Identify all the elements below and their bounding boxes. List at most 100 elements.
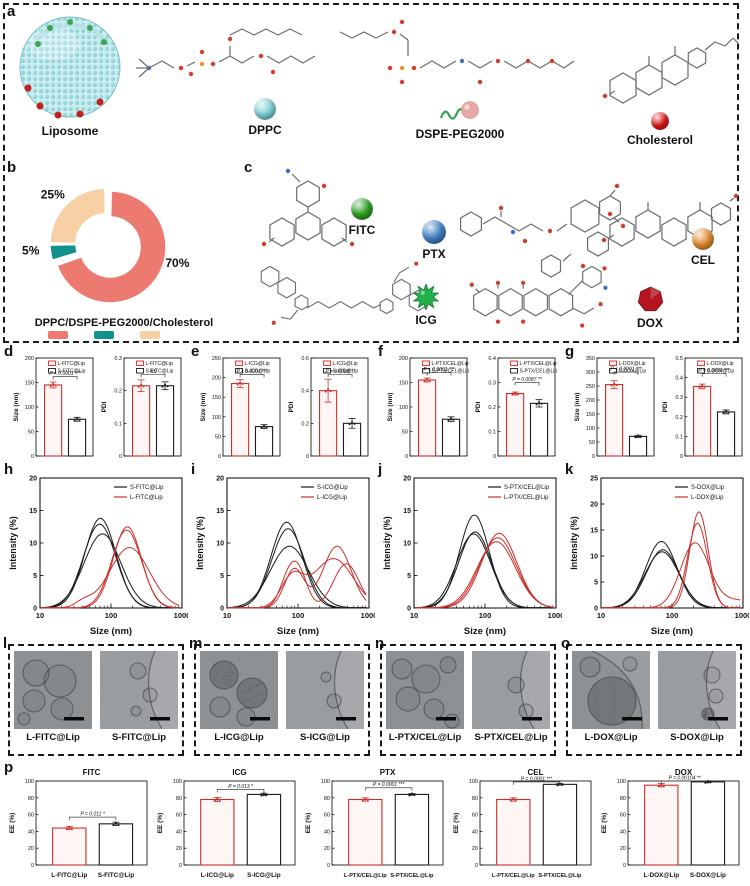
dppc-label: DPPC [248,123,282,137]
svg-text:100: 100 [666,611,679,620]
tem-figure: L-ICG@Lip [200,651,278,754]
tem-image-s-fitc [100,651,178,729]
dox-heptagon-icon [637,286,663,312]
svg-text:100: 100 [617,779,626,785]
svg-text:P = 0.0003 ***: P = 0.0003 *** [698,368,730,374]
svg-text:L-ICG@Lip: L-ICG@Lip [333,361,358,367]
legend-swatch-dppc [48,331,68,339]
chart-d-size: 0 50 100 150 200 Size (nm) L-FITC@Lip S-FITC@Li… [13,356,94,460]
svg-text:60: 60 [472,813,478,819]
fitc-label: FITC [348,223,376,237]
panel-letter-n: n [375,635,385,652]
svg-text:Size (nm): Size (nm) [464,626,506,637]
svg-text:20: 20 [403,476,411,483]
svg-text:0.4: 0.4 [488,356,496,362]
svg-text:Size (nm): Size (nm) [574,393,581,422]
svg-text:10: 10 [597,611,605,620]
svg-text:5: 5 [407,573,411,580]
cholesterol-label: Cholesterol [626,133,693,147]
svg-text:25: 25 [590,476,598,483]
svg-text:S-FITC@Lip: S-FITC@Lip [146,369,174,375]
chart-e-size: 0 50 100 150 200 250 Size (nm) L-ICG@Lip S-ICG@L… [200,356,281,460]
tem-image-l-icg [200,651,278,729]
cel-label: CEL [691,253,715,267]
svg-text:60: 60 [620,813,626,819]
svg-text:S-DOX@Lip: S-DOX@Lip [707,369,735,375]
svg-text:0: 0 [119,454,122,460]
chart-p-cel-ee: 0 20 40 60 80 100 EE (%) L-PTX/CEL@Lip S-PTX/CEL… [453,768,592,879]
svg-text:L-FITC@Lip: L-FITC@Lip [130,495,163,501]
tem-image-s-ptx-cel [472,651,550,729]
donut-legend [48,331,160,339]
dppc-structure [136,28,316,78]
svg-text:10: 10 [410,611,418,620]
svg-text:10: 10 [36,611,44,620]
svg-text:0.2: 0.2 [675,415,683,421]
svg-text:0: 0 [592,454,595,460]
svg-text:20: 20 [29,476,37,483]
dppc-sphere-icon [254,98,276,120]
icg-structure [260,261,428,325]
svg-text:100: 100 [25,779,34,785]
chart-i-dls: 0 5 10 15 20 10 100 1000 Size (nm) Intensity (%) S… [195,476,375,638]
svg-text:Size (nm): Size (nm) [200,393,207,422]
svg-text:S-FITC@Lip: S-FITC@Lip [58,369,86,375]
svg-text:PTX: PTX [380,768,396,777]
svg-text:15: 15 [403,508,411,515]
svg-text:Intensity (%): Intensity (%) [195,516,205,570]
svg-text:60: 60 [324,813,330,819]
svg-text:5: 5 [220,573,224,580]
svg-text:L-PTX/CEL@Lip: L-PTX/CEL@Lip [520,361,557,367]
svg-text:100: 100 [292,611,305,620]
svg-text:150: 150 [399,381,408,387]
cholesterol-sphere-icon [651,112,669,130]
icg-star-icon [413,284,439,310]
tem-figure: L-FITC@Lip [14,651,92,754]
tem-caption: S-PTX/CEL@Lip [474,732,548,743]
tem-figure: L-DOX@Lip [572,651,650,754]
panel-letter-h: h [4,461,14,478]
svg-text:S-ICG@Lip: S-ICG@Lip [333,369,359,375]
svg-text:PDI: PDI [288,401,295,412]
svg-text:10: 10 [223,611,231,620]
cholesterol-structure [602,37,739,104]
svg-text:0.4: 0.4 [301,389,309,395]
svg-text:0: 0 [179,863,182,869]
svg-text:FITC: FITC [83,768,101,777]
svg-text:EE (%): EE (%) [601,813,608,834]
tem-panel-l: L-FITC@Lip S-FITC@Lip [8,644,184,756]
svg-text:S-ICG@Lip: S-ICG@Lip [247,872,281,879]
legend-swatch-cholesterol [140,331,160,339]
panel-letter-g: g [565,343,575,360]
svg-text:100: 100 [586,426,595,432]
svg-text:P = 0.0087 **: P = 0.0087 ** [512,377,542,383]
svg-text:300: 300 [586,370,595,376]
svg-text:Size (nm): Size (nm) [277,626,319,637]
dspe-peg2000-structure [339,19,575,85]
svg-text:10: 10 [216,541,224,548]
svg-text:80: 80 [28,796,34,802]
svg-text:0.1: 0.1 [675,434,683,440]
panel-letter-l: l [3,635,8,652]
svg-text:S-PTX/CEL@Lip: S-PTX/CEL@Lip [432,369,470,375]
svg-text:15: 15 [29,508,37,515]
svg-text:0.2: 0.2 [114,389,122,395]
chart-h-dls: 0 5 10 15 20 10 100 1000 Size (nm) Intensity (%) S… [8,476,188,638]
tem-panel-o: L-DOX@Lip S-DOX@Lip [566,644,742,756]
svg-text:L-ICG@Lip: L-ICG@Lip [245,361,270,367]
svg-text:5: 5 [594,580,598,587]
svg-text:L-ICG@Lip: L-ICG@Lip [317,495,348,501]
svg-text:150: 150 [586,412,595,418]
svg-text:80: 80 [620,796,626,802]
svg-text:20: 20 [176,846,182,852]
svg-text:EE (%): EE (%) [9,813,16,834]
svg-text:P = 0.0001 ***: P = 0.0001 *** [373,782,405,788]
cholesterol-block: Cholesterol [610,112,710,147]
svg-text:1000: 1000 [174,611,188,620]
svg-text:L-DOX@Lip: L-DOX@Lip [707,361,734,367]
svg-text:200: 200 [399,356,408,362]
svg-text:50: 50 [589,440,595,446]
svg-text:0: 0 [407,606,411,613]
svg-text:1000: 1000 [361,611,375,620]
